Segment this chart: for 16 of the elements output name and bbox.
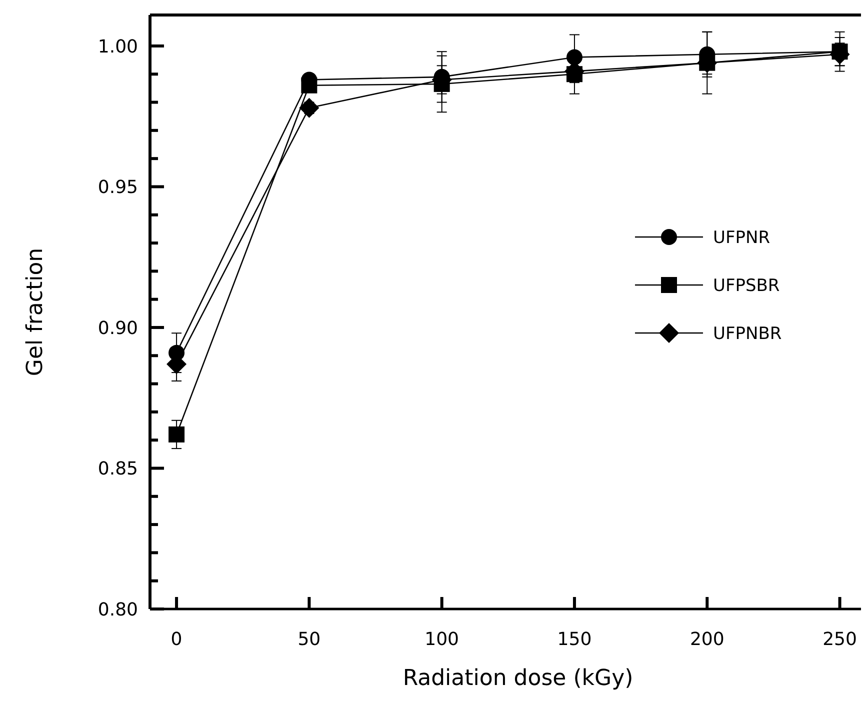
y-tick-label: 0.85 — [98, 458, 138, 480]
x-tick-label: 100 — [424, 629, 460, 650]
y-tick-label: 0.80 — [98, 599, 138, 620]
legend-label: UFPNBR — [713, 324, 782, 344]
x-tick-label: 150 — [557, 629, 592, 650]
y-axis-title: Gel fraction — [23, 248, 48, 376]
x-axis-title: Radiation dose (kGy) — [402, 666, 634, 691]
y-tick-label: 0.90 — [98, 318, 138, 339]
legend-label: UFPNR — [713, 228, 770, 248]
y-tick-label: 1.00 — [98, 36, 138, 58]
x-tick-label: 200 — [690, 629, 724, 650]
y-tick-label: 0.95 — [98, 177, 138, 198]
x-tick-label: 0 — [170, 629, 182, 650]
legend-label: UFPSBR — [713, 276, 780, 296]
x-tick-label: 50 — [298, 629, 321, 650]
x-tick-label: 250 — [822, 629, 857, 650]
